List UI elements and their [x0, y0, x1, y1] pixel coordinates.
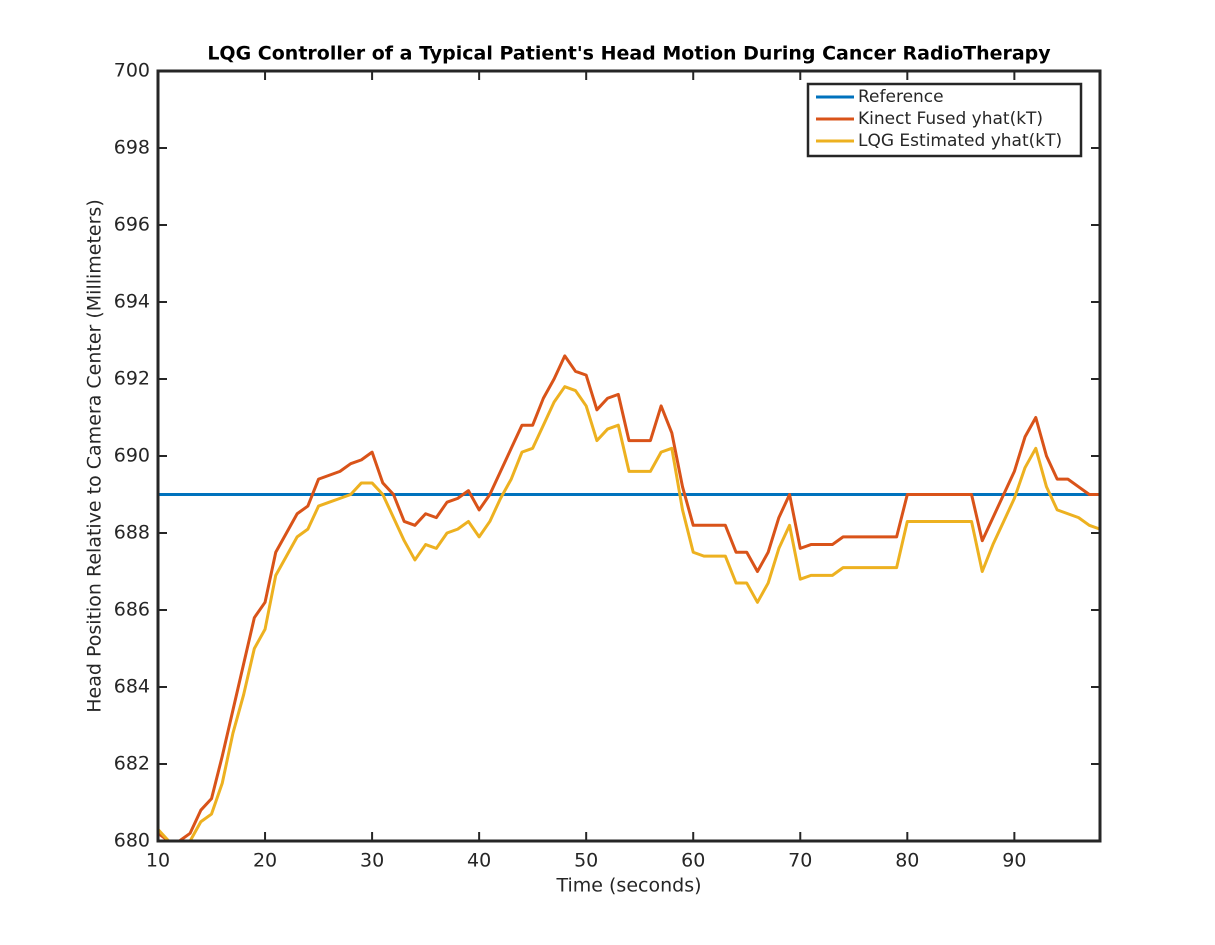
y-tick-label: 696 [114, 214, 150, 236]
y-tick-label: 682 [114, 753, 150, 775]
x-tick-label: 80 [895, 850, 919, 872]
y-tick-label: 694 [114, 291, 150, 313]
y-tick-label: 700 [114, 60, 150, 82]
legend-label: LQG Estimated yhat(kT) [858, 131, 1062, 151]
x-tick-label: 10 [146, 850, 170, 872]
legend-label: Kinect Fused yhat(kT) [858, 109, 1043, 129]
x-tick-label: 50 [574, 850, 598, 872]
series-line [156, 385, 1101, 843]
plot-frame [156, 69, 1102, 843]
y-tick-label: 698 [114, 137, 150, 159]
x-tick-label: 30 [360, 850, 384, 872]
y-tick-label: 686 [114, 599, 150, 621]
legend-label: Reference [858, 87, 944, 107]
y-tick-label: 692 [114, 368, 150, 390]
y-tick-label: 690 [114, 445, 150, 467]
x-tick-label: 90 [1002, 850, 1026, 872]
y-tick-label: 684 [114, 676, 150, 698]
y-axis-label: Head Position Relative to Camera Center … [84, 199, 106, 712]
x-tick-label: 20 [253, 850, 277, 872]
chart-title: LQG Controller of a Typical Patient's He… [207, 43, 1051, 65]
x-axis-label: Time (seconds) [555, 875, 701, 897]
x-tick-label: 70 [788, 850, 812, 872]
x-tick-label: 60 [681, 850, 705, 872]
x-tick-label: 40 [467, 850, 491, 872]
y-tick-label: 680 [114, 830, 150, 852]
y-tick-label: 688 [114, 522, 150, 544]
series-line [157, 354, 1100, 843]
